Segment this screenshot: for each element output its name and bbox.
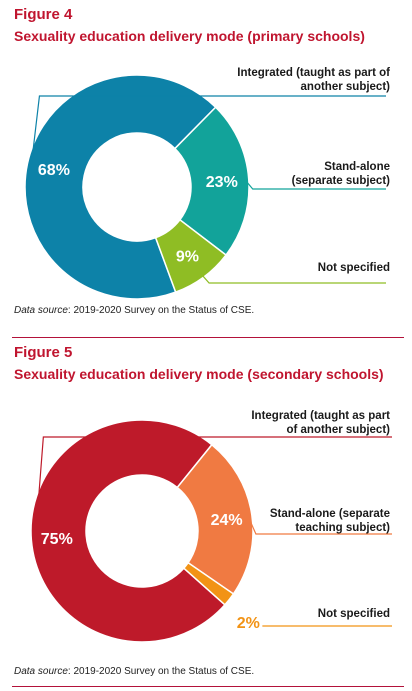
figure-5-number: Figure 5	[14, 344, 73, 361]
figure-5-donut-chart: 75% 24% 2%	[30, 419, 392, 643]
label-line: of another subject)	[286, 424, 390, 436]
label-line: teaching subject)	[295, 522, 390, 534]
label-line: another subject)	[300, 81, 390, 93]
label-line: (separate subject)	[291, 175, 390, 187]
figure-4-title: Sexuality education delivery mode (prima…	[14, 28, 365, 44]
value-label-integrated: 68%	[38, 162, 70, 179]
slice-integrated	[24, 74, 217, 300]
leader-line-not-specified	[200, 273, 386, 284]
label-line: Integrated (taught as part of	[237, 67, 390, 79]
slice-not-specified	[154, 218, 228, 294]
value-label-not-specified: 9%	[176, 248, 199, 265]
figure-4-data-source: Data source: 2019-2020 Survey on the Sta…	[14, 305, 254, 316]
figure-4-number: Figure 4	[14, 6, 73, 23]
value-label-not-specified: 2%	[237, 615, 260, 632]
source-text: : 2019-2020 Survey on the Status of CSE.	[67, 305, 255, 316]
slice-integrated	[30, 419, 226, 643]
section-divider	[12, 337, 404, 338]
slice-standalone	[176, 443, 254, 595]
source-text: : 2019-2020 Survey on the Status of CSE.	[67, 666, 255, 677]
figure-4-legend-integrated: Integrated (taught as part of another su…	[237, 66, 390, 94]
source-prefix: Data source	[14, 666, 68, 677]
label-line: Stand-alone	[324, 161, 390, 173]
figure-5-data-source: Data source: 2019-2020 Survey on the Sta…	[14, 666, 254, 677]
figure-5-title: Sexuality education delivery mode (secon…	[14, 366, 384, 382]
slice-standalone	[173, 106, 250, 257]
leader-line-integrated	[30, 95, 386, 165]
leader-line-standalone	[244, 179, 386, 190]
source-prefix: Data source	[14, 305, 68, 316]
label-line: Integrated (taught as part	[251, 410, 390, 422]
figure-5-legend-standalone: Stand-alone (separate teaching subject)	[270, 507, 390, 535]
figure-4-donut-chart: 68% 23% 9%	[24, 74, 386, 300]
leader-line-integrated	[34, 436, 392, 540]
figure-4-legend-standalone: Stand-alone (separate subject)	[292, 160, 390, 188]
slice-not-specified	[182, 561, 235, 606]
figure-5-legend-integrated: Integrated (taught as part of another su…	[251, 409, 390, 437]
label-line: Not specified	[317, 262, 390, 274]
value-label-integrated: 75%	[41, 531, 73, 548]
value-label-standalone: 24%	[211, 512, 243, 529]
value-label-standalone: 23%	[206, 174, 238, 191]
figure-4-legend-not-specified: Not specified	[318, 261, 390, 275]
label-line: Stand-alone (separate	[269, 508, 390, 520]
label-line: Not specified	[317, 608, 390, 620]
bottom-divider	[12, 686, 404, 687]
leader-line-standalone	[247, 515, 392, 535]
figure-5-legend-not-specified: Not specified	[318, 607, 390, 621]
